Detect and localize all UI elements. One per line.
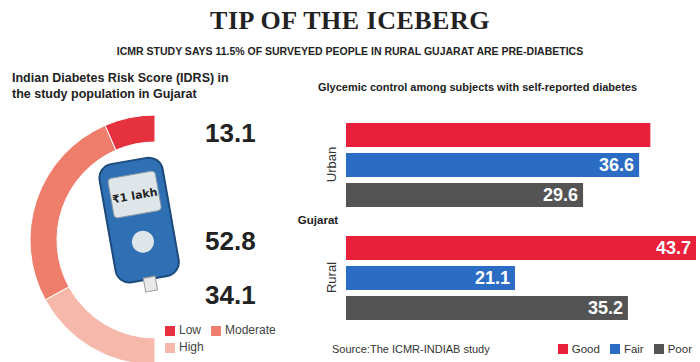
svg-text:Rural: Rural [324,262,339,293]
svg-text:35.2: 35.2 [588,298,623,318]
html-text:Gujarat: Gujarat [297,214,339,226]
svg-text:43.7: 43.7 [656,238,691,258]
html-text:Indian Diabetes Risk Score (ID: Indian Diabetes Risk Score (IDRS) in the… [12,71,229,101]
html-text:13.1: 13.1 [205,118,256,148]
html-text:Glycemic control among subject: Glycemic control among subjects with sel… [318,81,638,93]
html-text:Moderate: Moderate [225,323,276,337]
svg-text:21.1: 21.1 [475,268,510,288]
html-text:High: High [179,340,204,354]
svg-text:Urban: Urban [324,147,339,182]
html-text:Poor: Poor [667,343,692,355]
html-text:Source:The ICMR-INDIAB study: Source:The ICMR-INDIAB study [332,343,490,355]
html-text:34.1: 34.1 [205,280,256,310]
html-text:Low: Low [179,323,201,337]
html-text:Fair: Fair [623,343,644,355]
html-text:52.8: 52.8 [205,226,256,256]
html-text:ICMR STUDY SAYS 11.5% OF SURVE: ICMR STUDY SAYS 11.5% OF SURVEYED PEOPLE… [116,45,584,57]
html-text:Good: Good [571,343,600,355]
svg-text:36.6: 36.6 [599,155,634,175]
html-text:TIP OF THE ICEBERG: TIP OF THE ICEBERG [210,6,490,35]
svg-text:29.6: 29.6 [543,185,578,205]
svg-text:₹1 lakh: ₹1 lakh [111,186,158,207]
